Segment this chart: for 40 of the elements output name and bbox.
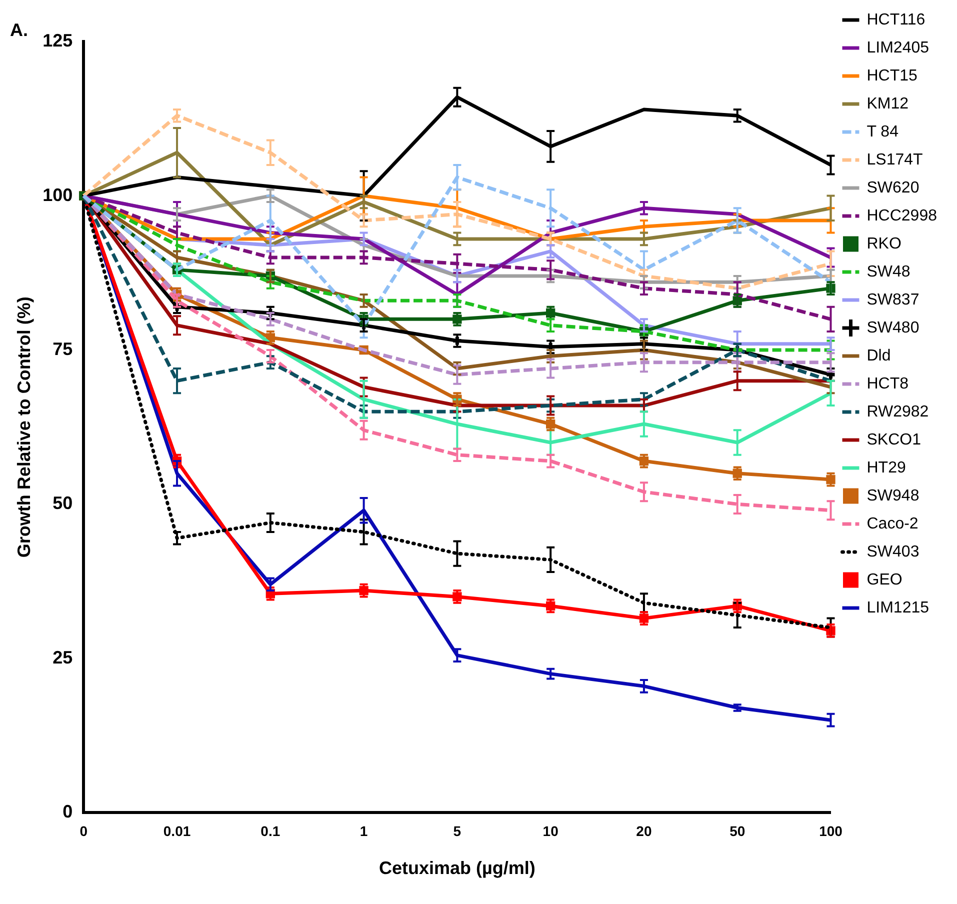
legend-label: RW2982 xyxy=(866,403,929,420)
x-tick-label: 100 xyxy=(819,822,843,839)
x-tick-label: 10 xyxy=(542,822,559,839)
legend-label: RKO xyxy=(866,235,902,252)
y-tick-label: 100 xyxy=(42,184,73,205)
legend-label: HT29 xyxy=(866,459,906,476)
legend-label: LIM2405 xyxy=(866,39,930,56)
legend-label: SW403 xyxy=(866,543,920,560)
legend-label: HCT8 xyxy=(866,375,909,392)
legend-label: HCT15 xyxy=(866,67,918,84)
legend-label: SW948 xyxy=(866,487,920,504)
legend-label: SW837 xyxy=(866,291,920,308)
legend-label: Caco-2 xyxy=(866,515,918,532)
legend-label: T 84 xyxy=(866,123,899,140)
y-tick-label: 75 xyxy=(52,338,73,359)
x-tick-label: 1 xyxy=(360,822,368,839)
x-tick-label: 0.01 xyxy=(163,822,191,839)
legend-label: Dld xyxy=(866,347,891,364)
x-tick-label: 0 xyxy=(80,822,88,839)
legend-label: GEO xyxy=(866,571,902,588)
y-tick-label: 0 xyxy=(62,802,73,822)
x-tick-label: 5 xyxy=(453,822,462,839)
x-tick-label: 50 xyxy=(730,822,746,839)
legend-label: SW480 xyxy=(866,319,920,336)
legend-label: LIM1215 xyxy=(866,599,930,616)
x-tick-label: 20 xyxy=(636,822,652,839)
y-tick-label: 25 xyxy=(52,647,73,668)
y-axis-title: Growth Relative to Control (%) xyxy=(14,296,34,558)
legend-label: LS174T xyxy=(866,151,924,168)
y-tick-label: 50 xyxy=(52,493,73,514)
legend-label: SW620 xyxy=(866,179,920,196)
legend-label: HCT116 xyxy=(866,11,926,28)
chart-title: A. xyxy=(10,20,28,40)
x-tick-label: 0.1 xyxy=(260,822,280,839)
legend-label: KM12 xyxy=(866,95,909,112)
y-tick-label: 125 xyxy=(42,30,73,51)
legend-label: HCC2998 xyxy=(866,207,938,224)
x-axis-title: Cetuximab (µg/ml) xyxy=(378,858,536,878)
legend-label: SKCO1 xyxy=(866,431,922,448)
legend-label: SW48 xyxy=(866,263,910,280)
